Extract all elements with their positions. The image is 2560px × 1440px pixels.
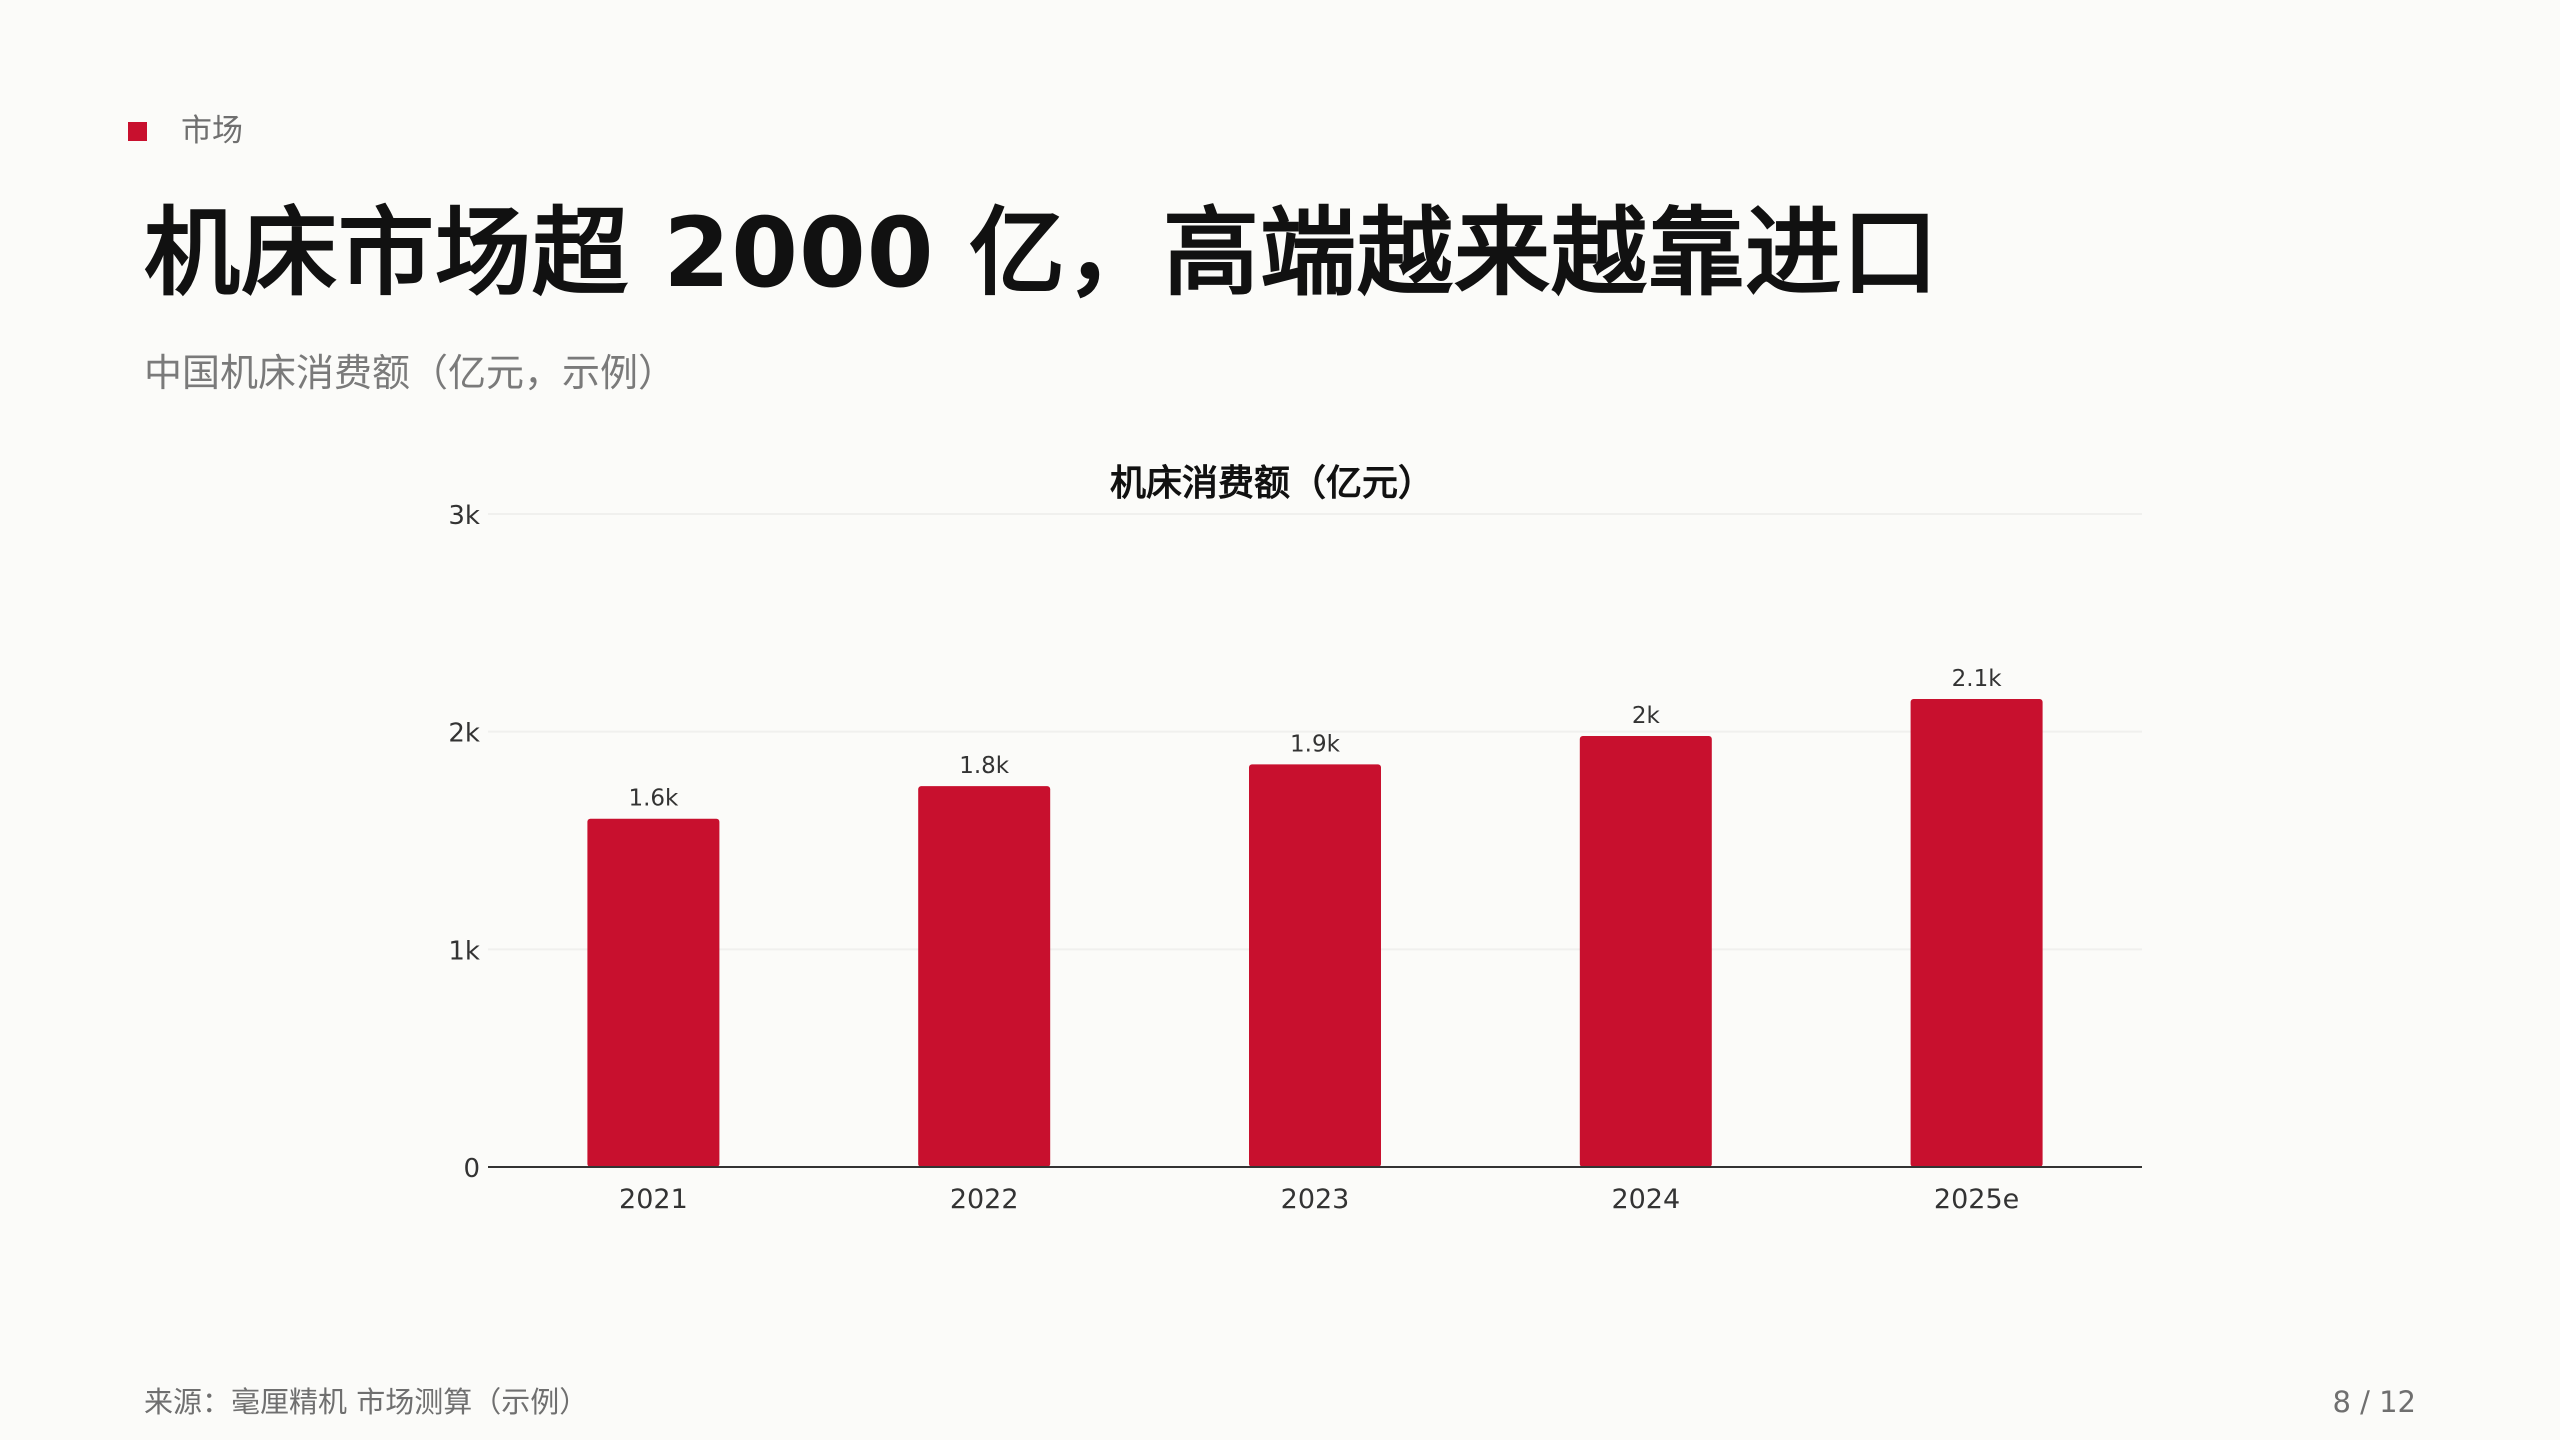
bar-value-label: 2.1k: [1952, 666, 2003, 692]
x-tick-label: 2025e: [1934, 1184, 2019, 1215]
axis-layer: 0 1k 2k 3k 2021 2022 2023 2024 2025e: [448, 501, 2142, 1215]
bar: [587, 818, 720, 1167]
page-number: 8 / 12: [2332, 1385, 2416, 1419]
bar: [1249, 764, 1381, 1167]
section-label: 市场: [181, 113, 243, 149]
labels-layer: 1.6k 1.8k 1.9k 2k 2.1k: [628, 666, 2002, 812]
x-tick-label: 2024: [1611, 1184, 1680, 1215]
section-tag: 市场: [128, 110, 243, 152]
x-tick-label: 2021: [619, 1184, 688, 1215]
y-tick-label: 0: [463, 1154, 480, 1184]
bars-layer: [587, 699, 2043, 1167]
y-tick-label: 3k: [448, 501, 480, 531]
bar: [918, 786, 1051, 1167]
bar-value-label: 1.9k: [1290, 731, 1341, 757]
footer-source: 来源：毫厘精机 市场测算（示例）: [144, 1385, 589, 1419]
bar: [1910, 699, 2043, 1167]
bar-value-label: 2k: [1632, 703, 1661, 729]
y-tick-label: 1k: [448, 936, 480, 966]
bar-value-label: 1.6k: [628, 786, 679, 812]
x-tick-label: 2023: [1281, 1184, 1350, 1215]
bar: [1579, 736, 1712, 1167]
page-title: 机床市场超 2000 亿，高端越来越靠进口: [144, 197, 1940, 309]
chart-title: 机床消费额（亿元）: [1110, 463, 1434, 504]
section-marker-icon: [128, 121, 147, 141]
page-subtitle: 中国机床消费额（亿元，示例）: [144, 351, 677, 395]
bar-value-label: 1.8k: [959, 753, 1010, 779]
x-tick-label: 2022: [950, 1184, 1019, 1215]
y-tick-label: 2k: [448, 719, 480, 749]
